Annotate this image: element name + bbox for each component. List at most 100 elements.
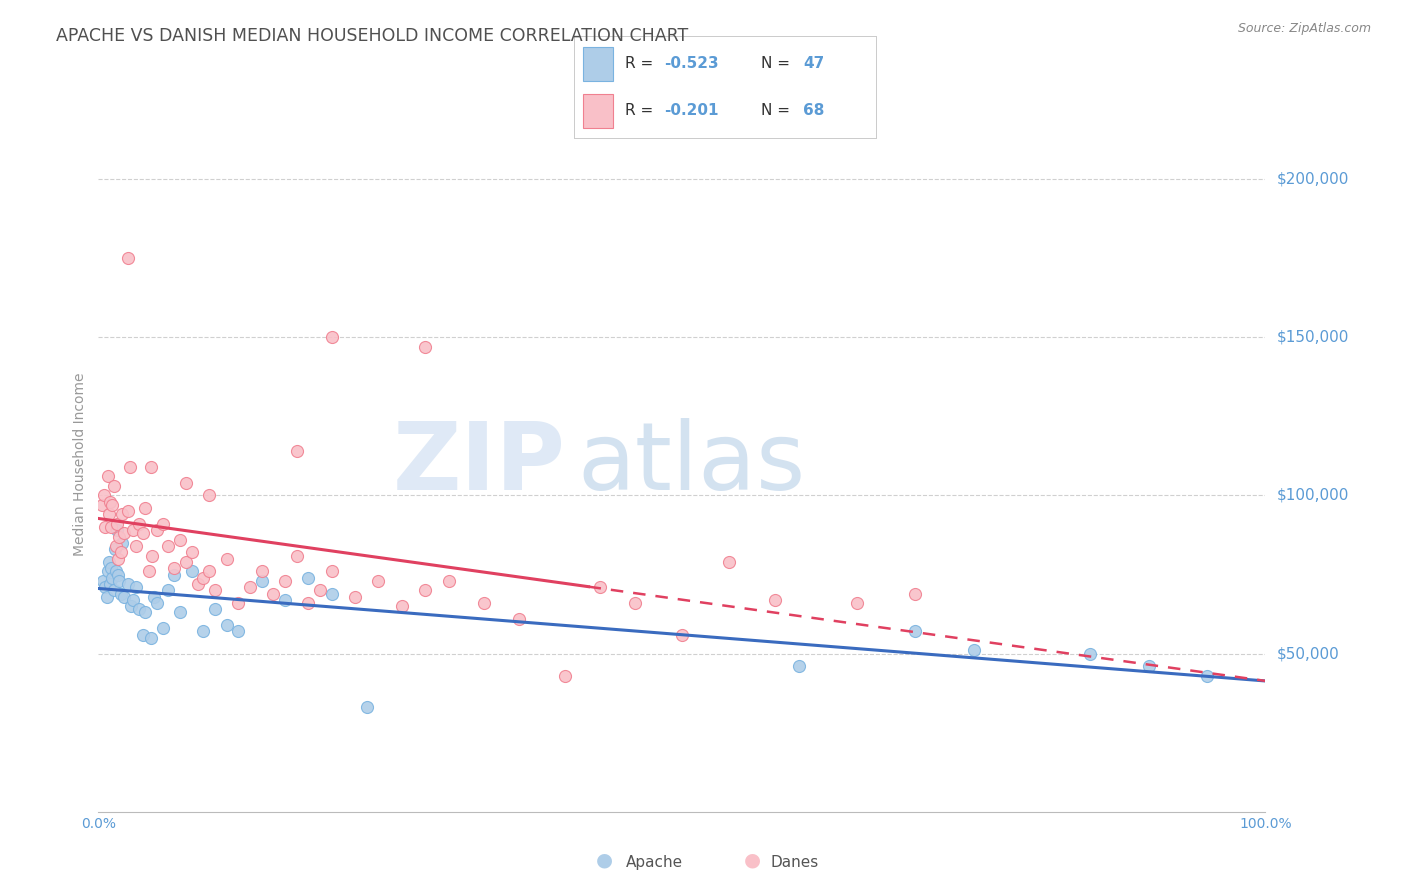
Text: Source: ZipAtlas.com: Source: ZipAtlas.com — [1237, 22, 1371, 36]
Point — [787, 659, 810, 673]
Point — [169, 533, 191, 547]
Point — [111, 508, 134, 522]
Point — [122, 592, 145, 607]
Point — [285, 549, 308, 563]
Point — [717, 555, 740, 569]
Point — [105, 516, 128, 531]
Y-axis label: Median Household Income: Median Household Income — [73, 372, 87, 556]
Point — [112, 590, 135, 604]
Point — [96, 590, 118, 604]
Point — [1195, 669, 1218, 683]
Point — [187, 577, 209, 591]
Point — [117, 504, 139, 518]
Point — [962, 643, 984, 657]
Point — [101, 571, 124, 585]
Point — [671, 627, 693, 641]
Point — [152, 621, 174, 635]
Point — [250, 565, 273, 579]
Point — [845, 596, 868, 610]
Bar — [582, 95, 613, 128]
Point — [134, 606, 156, 620]
Point — [763, 592, 786, 607]
Point — [193, 624, 215, 639]
Point — [128, 516, 150, 531]
Point — [1080, 647, 1102, 661]
Point — [239, 580, 262, 594]
Text: R =: R = — [626, 103, 658, 118]
Point — [367, 574, 389, 588]
Point — [138, 565, 160, 579]
Point — [139, 460, 162, 475]
Point — [91, 574, 114, 588]
Point — [94, 520, 117, 534]
Point — [97, 555, 120, 569]
Point — [624, 596, 647, 610]
Text: R =: R = — [626, 56, 658, 71]
Point — [125, 539, 148, 553]
Point — [90, 498, 112, 512]
Point — [134, 501, 156, 516]
Point — [105, 523, 128, 537]
Point — [104, 542, 127, 557]
Point — [98, 577, 121, 591]
Point — [169, 606, 191, 620]
Point — [108, 530, 131, 544]
Point — [97, 508, 120, 522]
Point — [262, 586, 284, 600]
Text: -0.523: -0.523 — [664, 56, 718, 71]
Point — [93, 488, 115, 502]
Text: 47: 47 — [803, 56, 825, 71]
Point — [904, 624, 927, 639]
Point — [128, 602, 150, 616]
Point — [508, 612, 530, 626]
Point — [97, 469, 120, 483]
Point — [110, 545, 132, 559]
Point — [146, 596, 169, 610]
Point — [198, 565, 221, 579]
Point — [122, 523, 145, 537]
Point — [391, 599, 413, 614]
Point — [228, 624, 250, 639]
Point — [103, 583, 125, 598]
Point — [97, 565, 120, 579]
Point — [297, 571, 319, 585]
Text: $150,000: $150,000 — [1277, 330, 1348, 345]
Text: N =: N = — [761, 103, 794, 118]
Point — [215, 618, 238, 632]
Point — [157, 583, 180, 598]
Point — [174, 475, 197, 490]
Text: ●: ● — [596, 851, 613, 870]
Point — [174, 555, 197, 569]
Point — [101, 498, 124, 512]
Point — [180, 565, 202, 579]
Point — [904, 586, 927, 600]
Point — [163, 567, 186, 582]
Point — [132, 627, 155, 641]
Text: N =: N = — [761, 56, 794, 71]
Point — [204, 583, 226, 598]
Point — [132, 526, 155, 541]
Point — [146, 523, 169, 537]
Point — [1137, 659, 1160, 673]
Point — [139, 631, 162, 645]
Point — [107, 551, 129, 566]
Point — [274, 592, 297, 607]
Text: atlas: atlas — [576, 417, 806, 510]
Text: 68: 68 — [803, 103, 825, 118]
Text: $200,000: $200,000 — [1277, 172, 1348, 186]
Point — [356, 700, 378, 714]
Point — [204, 602, 226, 616]
Point — [107, 567, 129, 582]
Point — [118, 460, 141, 475]
Point — [104, 539, 127, 553]
Point — [125, 580, 148, 594]
Point — [198, 488, 221, 502]
Text: $100,000: $100,000 — [1277, 488, 1348, 503]
Point — [143, 590, 166, 604]
Point — [100, 561, 122, 575]
Point — [589, 580, 612, 594]
Point — [297, 596, 319, 610]
Point — [100, 520, 122, 534]
Point — [472, 596, 495, 610]
Point — [309, 583, 332, 598]
